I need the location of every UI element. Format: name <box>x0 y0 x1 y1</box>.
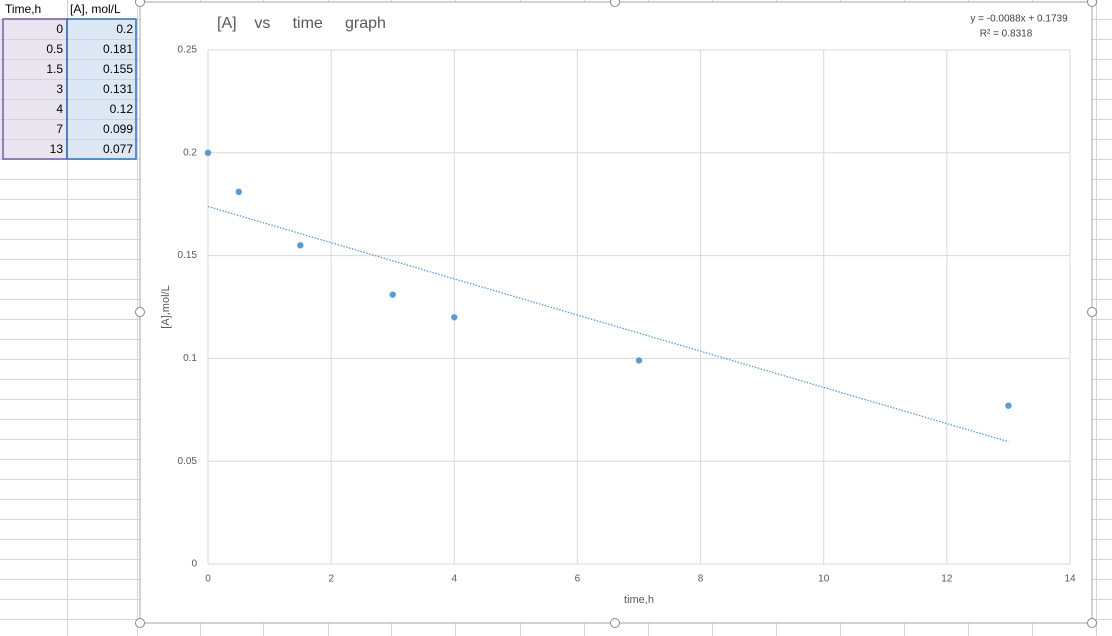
y-tick-label: 0.2 <box>183 147 197 158</box>
cell: 0.155 <box>103 62 133 76</box>
handle[interactable] <box>1087 618 1097 628</box>
cell: 3 <box>56 82 63 96</box>
selection-a <box>0 20 67 160</box>
cell: 0.5 <box>46 42 63 56</box>
trendline <box>207 205 1009 443</box>
y-tick-label: 0.05 <box>178 456 198 467</box>
x-tick-label: 4 <box>452 574 458 585</box>
y-axis-label: [A],mol/L <box>160 285 172 328</box>
handle[interactable] <box>610 618 620 628</box>
chart-frame[interactable] <box>139 1 1093 624</box>
point <box>635 357 643 364</box>
handle[interactable] <box>1087 307 1097 317</box>
x-tick-label: 0 <box>205 574 211 585</box>
x-tick-label: 14 <box>1064 574 1076 585</box>
point <box>235 188 242 196</box>
cell: 0.131 <box>103 82 133 96</box>
range-outline <box>66 18 137 160</box>
header-cell: Time,h <box>5 2 41 16</box>
header-cell: [A], mol/L <box>70 2 121 16</box>
handle[interactable] <box>135 307 145 317</box>
cell: 7 <box>56 122 63 136</box>
x-tick-label: 10 <box>818 574 830 585</box>
trend-equation: y = -0.0088x + 0.1739 <box>970 14 1068 25</box>
cell: 0 <box>56 22 63 36</box>
x-axis-label: time,h <box>624 594 654 606</box>
handle[interactable] <box>135 618 145 628</box>
y-tick-label: 0.1 <box>183 353 197 364</box>
handle[interactable] <box>1087 0 1097 7</box>
handle[interactable] <box>610 0 620 7</box>
handles <box>135 0 1097 628</box>
cell: 0.181 <box>103 42 133 56</box>
cell: 0.12 <box>110 102 134 116</box>
y-tick-label: 0.15 <box>178 250 198 261</box>
x-tick-label: 12 <box>941 574 953 585</box>
point <box>1005 402 1012 409</box>
point <box>204 149 212 156</box>
cell: 4 <box>56 102 63 116</box>
selection-b <box>67 20 137 160</box>
chart-title: [A] vs time graph <box>217 15 386 32</box>
cell: 0.2 <box>116 22 133 36</box>
cell: 0.099 <box>103 122 133 136</box>
point <box>389 291 396 298</box>
cell: 13 <box>50 142 64 156</box>
y-tick-label: 0.25 <box>178 45 198 56</box>
cell: 0.077 <box>103 142 133 156</box>
y-tick-label: 0 <box>191 559 197 570</box>
x-tick-label: 8 <box>698 574 704 585</box>
handle[interactable] <box>135 0 145 7</box>
point <box>451 314 458 321</box>
x-tick-label: 2 <box>328 574 334 585</box>
trend-r2: R² = 0.8318 <box>980 29 1033 40</box>
point <box>297 242 304 249</box>
cell: 1.5 <box>46 62 63 76</box>
x-tick-label: 6 <box>575 574 581 585</box>
